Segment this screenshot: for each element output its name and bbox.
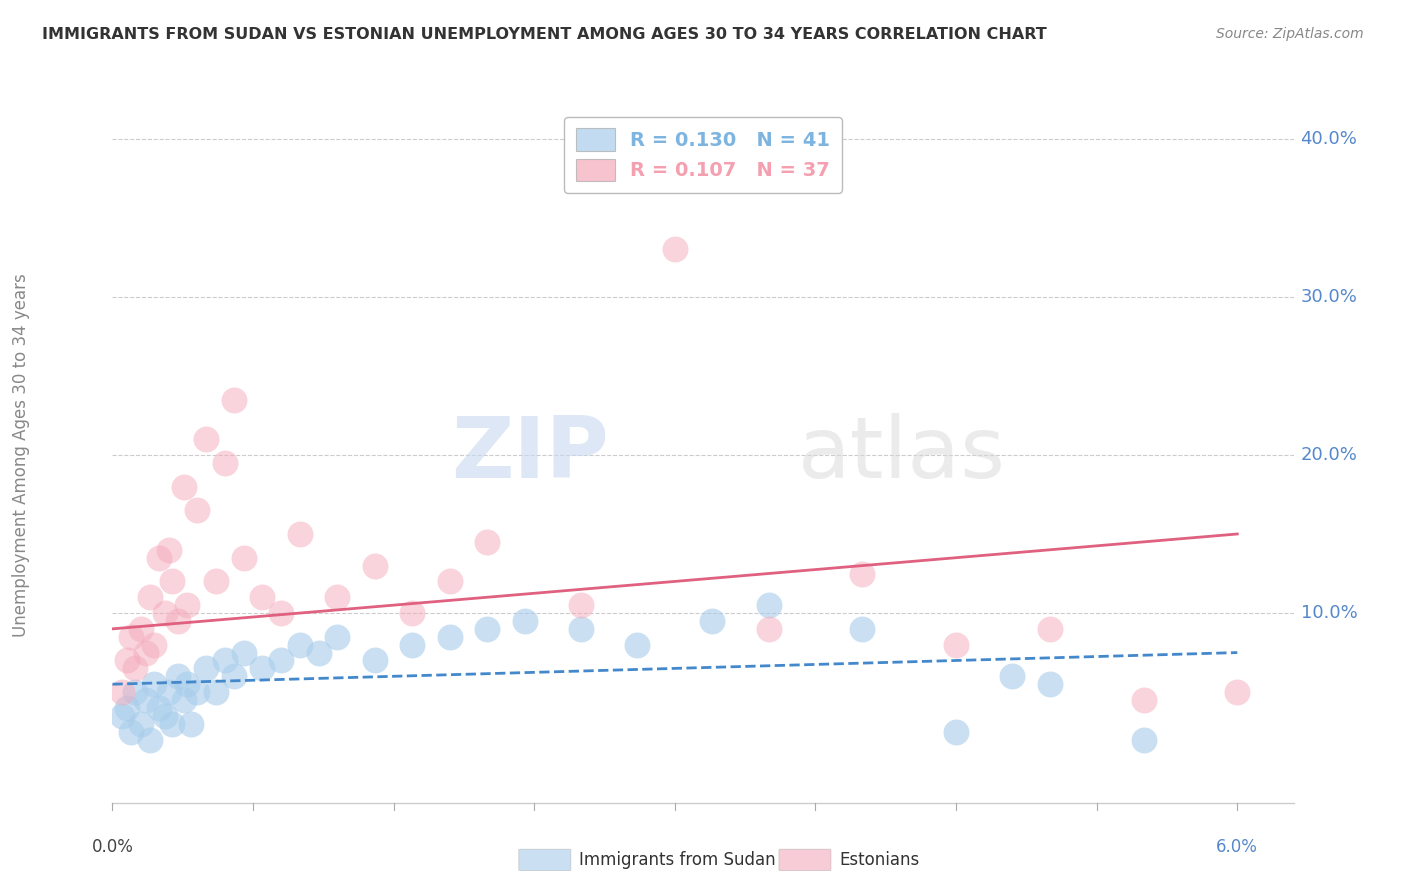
Point [180,716,202,731]
Point [129,716,152,731]
Point [148,550,170,565]
Point [1039,677,1062,691]
Point [135,646,157,660]
Point [477,534,499,549]
Point [142,677,165,691]
Point [139,591,162,605]
Point [326,591,349,605]
Point [364,653,387,667]
Text: 40.0%: 40.0% [1301,129,1357,148]
Point [204,574,226,589]
Point [186,685,208,699]
Point [173,479,195,493]
Point [513,614,536,628]
Text: Immigrants from Sudan: Immigrants from Sudan [579,851,776,869]
Point [157,685,180,699]
Point [135,693,157,707]
Point [1039,622,1062,636]
Point [569,598,592,612]
Point [1132,693,1154,707]
Point [162,574,184,589]
Point [173,693,195,707]
Point [626,638,648,652]
Point [758,622,780,636]
Point [120,630,142,644]
Text: 6.0%: 6.0% [1216,838,1258,856]
Point [758,598,780,612]
Point [117,701,139,715]
Point [167,614,190,628]
Point [214,653,236,667]
Point [851,566,873,581]
Point [162,716,184,731]
Point [288,527,311,541]
Point [252,591,274,605]
Point [308,646,330,660]
Point [195,661,218,675]
Point [153,606,176,620]
Point [129,622,152,636]
Point [401,606,423,620]
Point [439,574,461,589]
Point [1226,685,1249,699]
Point [167,669,190,683]
Point [157,542,180,557]
Point [364,558,387,573]
Point [176,598,198,612]
Point [204,685,226,699]
Point [117,653,139,667]
Text: 20.0%: 20.0% [1301,446,1357,464]
Text: atlas: atlas [797,413,1005,497]
Point [664,243,686,257]
Point [176,677,198,691]
Point [120,724,142,739]
Point [270,606,292,620]
Point [252,661,274,675]
Text: 0.0%: 0.0% [91,838,134,856]
Point [1001,669,1024,683]
Point [851,622,873,636]
Point [702,614,724,628]
Text: 30.0%: 30.0% [1301,288,1357,306]
Point [232,550,254,565]
Point [195,432,218,446]
Point [945,638,967,652]
Point [288,638,311,652]
Point [270,653,292,667]
Point [477,622,499,636]
Text: 10.0%: 10.0% [1301,604,1357,622]
Point [1132,732,1154,747]
Text: IMMIGRANTS FROM SUDAN VS ESTONIAN UNEMPLOYMENT AMONG AGES 30 TO 34 YEARS CORRELA: IMMIGRANTS FROM SUDAN VS ESTONIAN UNEMPL… [42,27,1047,42]
Point [153,708,176,723]
Point [945,724,967,739]
Point [142,638,165,652]
Point [232,646,254,660]
Point [124,685,146,699]
Text: ZIP: ZIP [451,413,609,497]
Point [214,456,236,470]
Legend: R = 0.130   N = 41, R = 0.107   N = 37: R = 0.130 N = 41, R = 0.107 N = 37 [564,117,842,193]
Point [111,708,134,723]
Point [569,622,592,636]
Text: Estonians: Estonians [839,851,920,869]
Point [439,630,461,644]
Point [111,685,134,699]
Point [401,638,423,652]
Point [224,392,246,407]
Point [124,661,146,675]
Point [326,630,349,644]
Point [186,503,208,517]
Point [139,732,162,747]
Text: Unemployment Among Ages 30 to 34 years: Unemployment Among Ages 30 to 34 years [13,273,30,637]
Point [224,669,246,683]
Point [148,701,170,715]
Text: Source: ZipAtlas.com: Source: ZipAtlas.com [1216,27,1364,41]
